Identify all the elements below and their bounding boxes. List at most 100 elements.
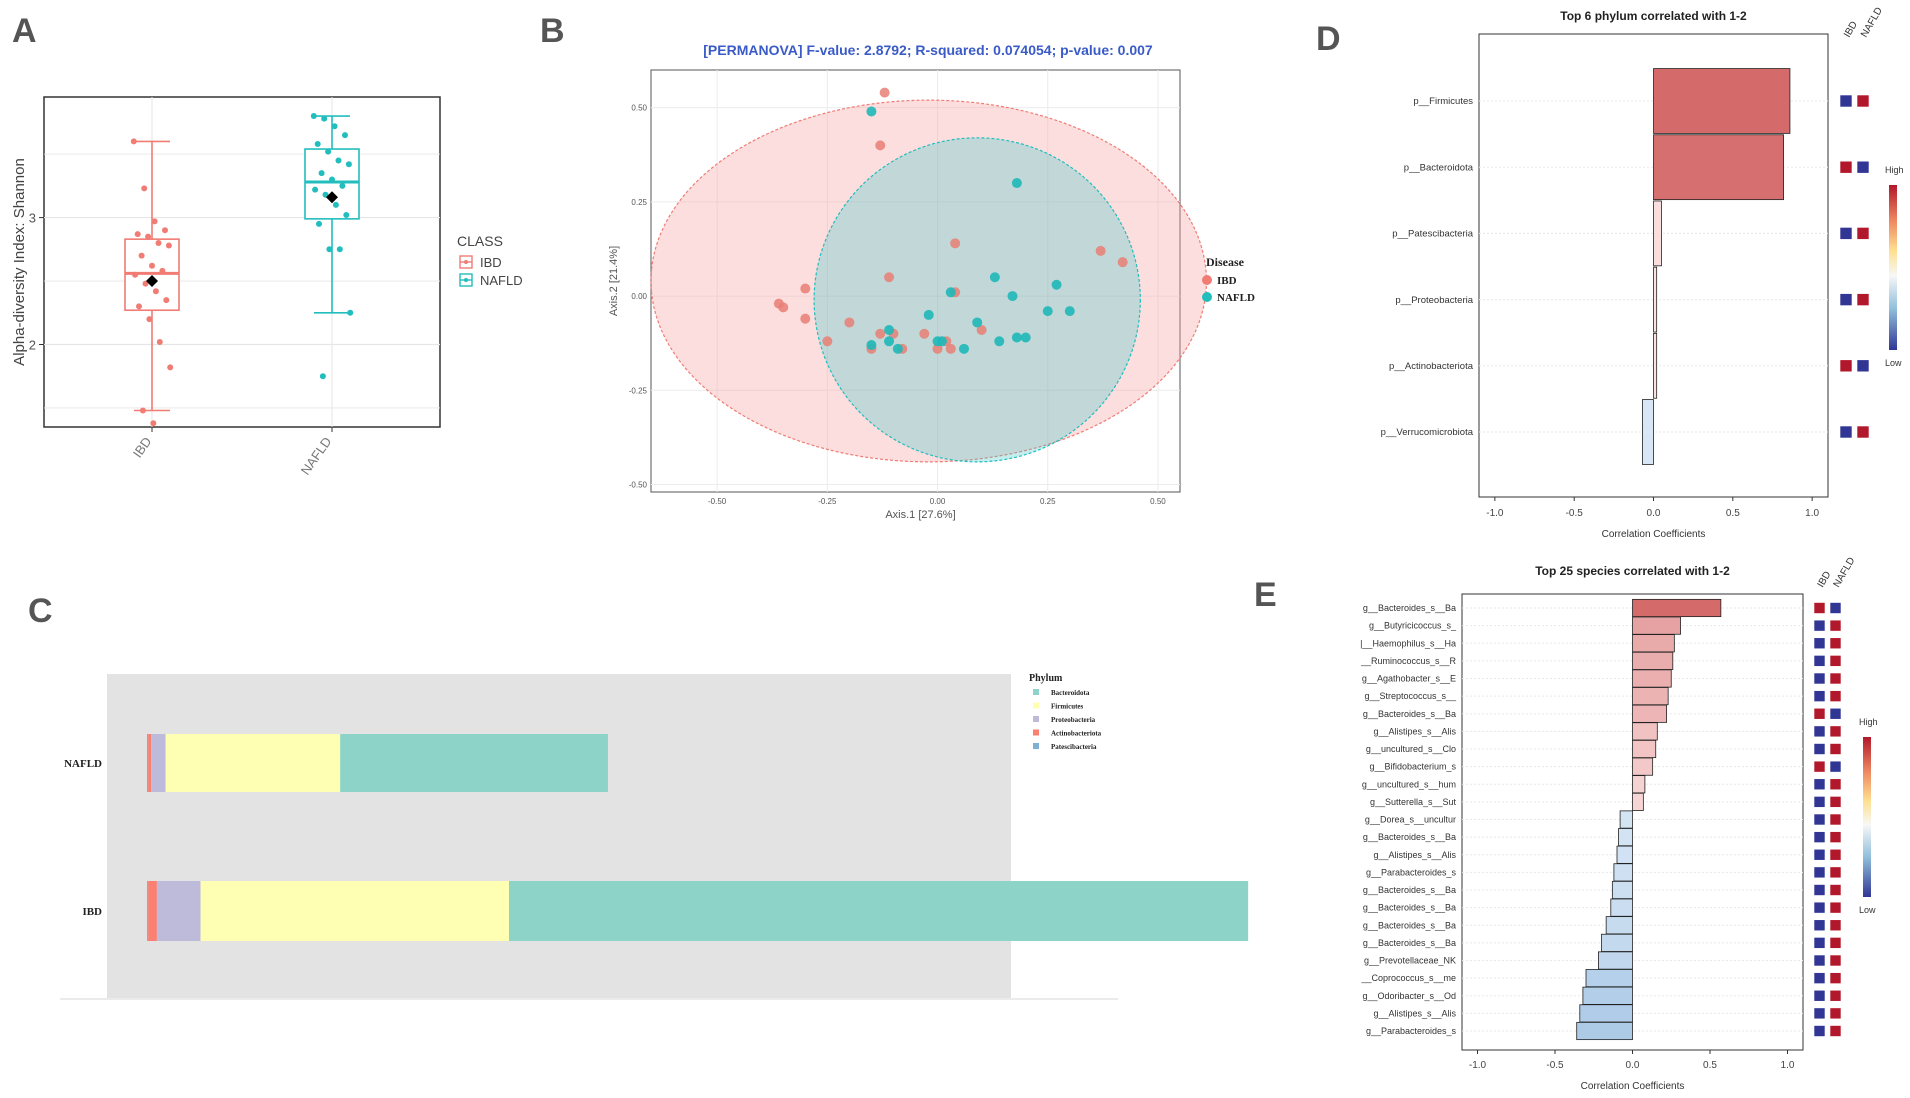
legend-key-patescibacteria [1033,743,1039,749]
x-tick-label: IBD [130,434,155,460]
x-tick-label: -1.0 [1486,508,1504,519]
legend-key-proteobacteria [1033,716,1039,722]
data-point-ibd [778,302,789,313]
x-tick-label: 1.0 [1781,1060,1795,1071]
data-point [132,271,139,278]
category-label: IBD [82,906,102,918]
taxon-label: g__uncultured_s__Clo [1366,744,1456,754]
correlation-bar [1632,634,1675,653]
heatmap-cell [1829,637,1842,650]
data-point-nafld [972,317,983,328]
heatmap-cell [1813,707,1826,720]
colorbar [1889,185,1897,350]
heatmap-cell [1829,919,1842,932]
confidence-ellipse-nafld [813,137,1141,463]
panel-e-species-correlation: g__Bacteroides_s__Ba g__Butyricicoccus_s_… [1360,556,1878,1092]
heatmap-cell [1813,690,1826,702]
panel-d-phylum-correlation: p__Firmicutes p__Bacteroidota p__Patesciba… [1381,6,1904,540]
data-point [312,186,319,193]
heatmap-column-label: NAFLD [1859,6,1885,40]
y-tick-label: -0.25 [629,386,648,395]
data-point [343,212,350,219]
data-point-nafld [994,336,1005,347]
heatmap-cell [1829,602,1842,614]
correlation-bar [1605,916,1633,935]
taxon-label: g__Bacteroides_s__Ba [1363,885,1456,895]
data-point-nafld [884,336,895,347]
data-point-nafld [892,343,903,354]
panel-c-stacked-bar: NAFLD IBD Phylum Bacteroidota Firmicutes Prot… [60,673,1249,1000]
data-point-ibd [822,336,833,347]
correlation-bar [1653,68,1791,134]
legend-label: Firmicutes [1051,703,1084,711]
x-tick-label: NAFLD [298,434,335,478]
legend-label: IBD [480,255,502,270]
heatmap-cell [1856,160,1870,174]
data-point-nafld [1011,332,1022,343]
panel-label-e: E [1254,576,1277,614]
legend-title: Disease [1206,255,1245,269]
data-point [167,364,174,371]
correlation-bar [1579,1004,1633,1023]
data-point [150,420,157,427]
bar-segment-patescibacteria [147,734,149,792]
taxon-label: g__Prevotellaceae_NK [1364,956,1456,966]
mean-marker [326,191,338,204]
data-point-ibd [932,343,943,354]
heatmap-cell [1813,725,1826,738]
data-point-ibd [844,317,855,328]
panel-label-d: D [1316,20,1341,58]
y-tick-label: 0.25 [631,198,647,207]
data-point [325,148,332,155]
heatmap-cell [1829,796,1842,808]
data-point [314,140,321,147]
heatmap-cell [1829,901,1842,914]
legend-title: CLASS [457,233,503,249]
x-tick-label: 0.0 [1626,1060,1640,1071]
category-label: NAFLD [64,758,102,770]
data-point-nafld [1051,279,1062,290]
data-point [146,316,153,323]
heatmap-cell [1829,690,1842,702]
heatmap-cell [1813,602,1826,614]
heatmap-cell [1813,972,1826,984]
heatmap-column-label: NAFLD [1832,556,1858,590]
box-nafld [304,148,360,220]
heatmap-cell [1839,425,1853,439]
colorbar-low-label: Low [1885,358,1902,368]
data-point [159,267,166,274]
x-axis-title: Correlation Coefficients [1581,1081,1685,1092]
data-point-ibd [1095,245,1106,256]
data-point [152,288,159,295]
data-point-ibd [800,283,811,294]
x-tick-label: 1.0 [1805,508,1819,519]
y-tick-label: -0.50 [629,480,648,489]
x-tick-label: -0.5 [1546,1060,1564,1071]
correlation-bar [1598,951,1633,970]
correlation-bar [1632,616,1681,635]
plot-area [43,96,441,428]
heatmap-cell [1829,707,1842,720]
correlation-bar [1611,880,1633,900]
data-point-ibd [884,272,895,283]
heatmap-cell [1839,359,1853,373]
heatmap-cell [1813,919,1826,932]
data-point-nafld [989,272,1000,283]
chart-title: Top 6 phylum correlated with 1-2 [1560,9,1747,23]
panel-label-b: B [540,12,565,50]
heatmap-cell [1829,778,1842,791]
data-point-nafld [866,340,877,351]
legend-label: NAFLD [480,273,523,288]
panel-label-a: A [12,12,37,50]
mean-marker [146,275,158,288]
data-point [155,239,162,246]
data-point-nafld [1020,332,1031,343]
correlation-bar [1632,739,1657,759]
bar-segment-actinobacteriota [148,734,152,792]
heatmap-cell [1829,725,1842,738]
data-point [149,262,155,269]
heatmap-cell [1813,866,1826,879]
heatmap-column-label: IBD [1842,20,1860,40]
heatmap-cell [1829,848,1842,861]
data-point [321,115,328,122]
